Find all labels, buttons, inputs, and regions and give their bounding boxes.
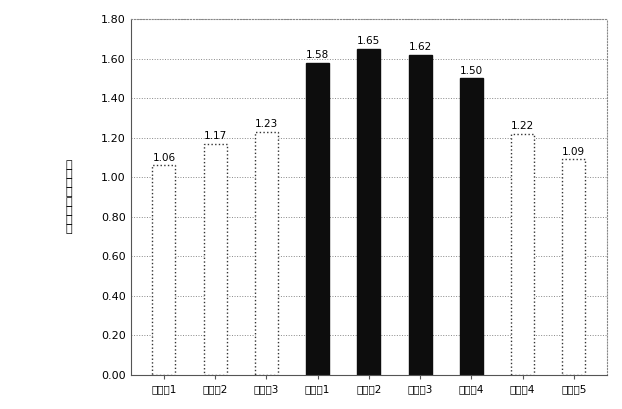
Text: 1.09: 1.09: [562, 147, 585, 157]
Text: 1.62: 1.62: [409, 42, 432, 52]
Bar: [358, 49, 381, 375]
Text: 1.17: 1.17: [203, 131, 227, 141]
Text: 1.65: 1.65: [357, 36, 381, 46]
Text: 1.58: 1.58: [306, 50, 329, 60]
Bar: [255, 132, 278, 375]
Text: 1.50: 1.50: [460, 66, 483, 76]
Bar: [409, 54, 432, 375]
Bar: [511, 134, 534, 375]
Text: 1.22: 1.22: [511, 121, 534, 131]
Text: 1.06: 1.06: [152, 153, 175, 163]
Text: 1.23: 1.23: [255, 119, 278, 129]
Bar: [460, 79, 483, 375]
Bar: [152, 165, 175, 375]
Bar: [306, 63, 329, 375]
Bar: [203, 144, 226, 375]
Text: 相
対
遺
伝
子
発
現
量: 相 対 遺 伝 子 発 現 量: [65, 160, 72, 234]
Bar: [562, 160, 585, 375]
